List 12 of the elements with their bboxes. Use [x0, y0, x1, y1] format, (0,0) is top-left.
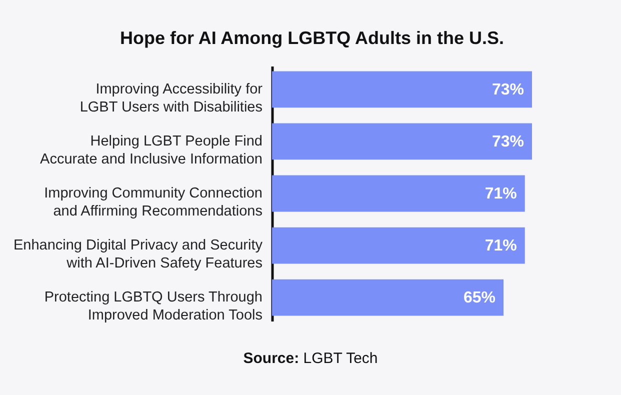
data-label: 71%: [484, 186, 517, 202]
y-tick-label: Improving Accessibility for LGBT Users with Disabilities: [80, 81, 263, 116]
data-label: 71%: [484, 238, 517, 255]
chart-title: Hope for AI Among LGBTQ Adults in the U.S.: [120, 28, 504, 48]
data-label: 73%: [492, 81, 524, 98]
y-tick-label: Helping LGBT People Find Accurate and Inclusive Information: [40, 133, 262, 168]
y-tick-label: Protecting LGBTQ Users Through Improved Moderation Tools: [44, 290, 262, 324]
data-label: 73%: [492, 133, 524, 150]
y-tick-label: Improving Community Connection and Affirming Recommendations: [44, 186, 262, 220]
source-note: Source: LGBT Tech: [242, 350, 379, 367]
y-tick-label: Enhancing Digital Privacy and Security with AI-Driven Safety Features: [13, 238, 264, 272]
data-label: 65%: [463, 290, 496, 307]
